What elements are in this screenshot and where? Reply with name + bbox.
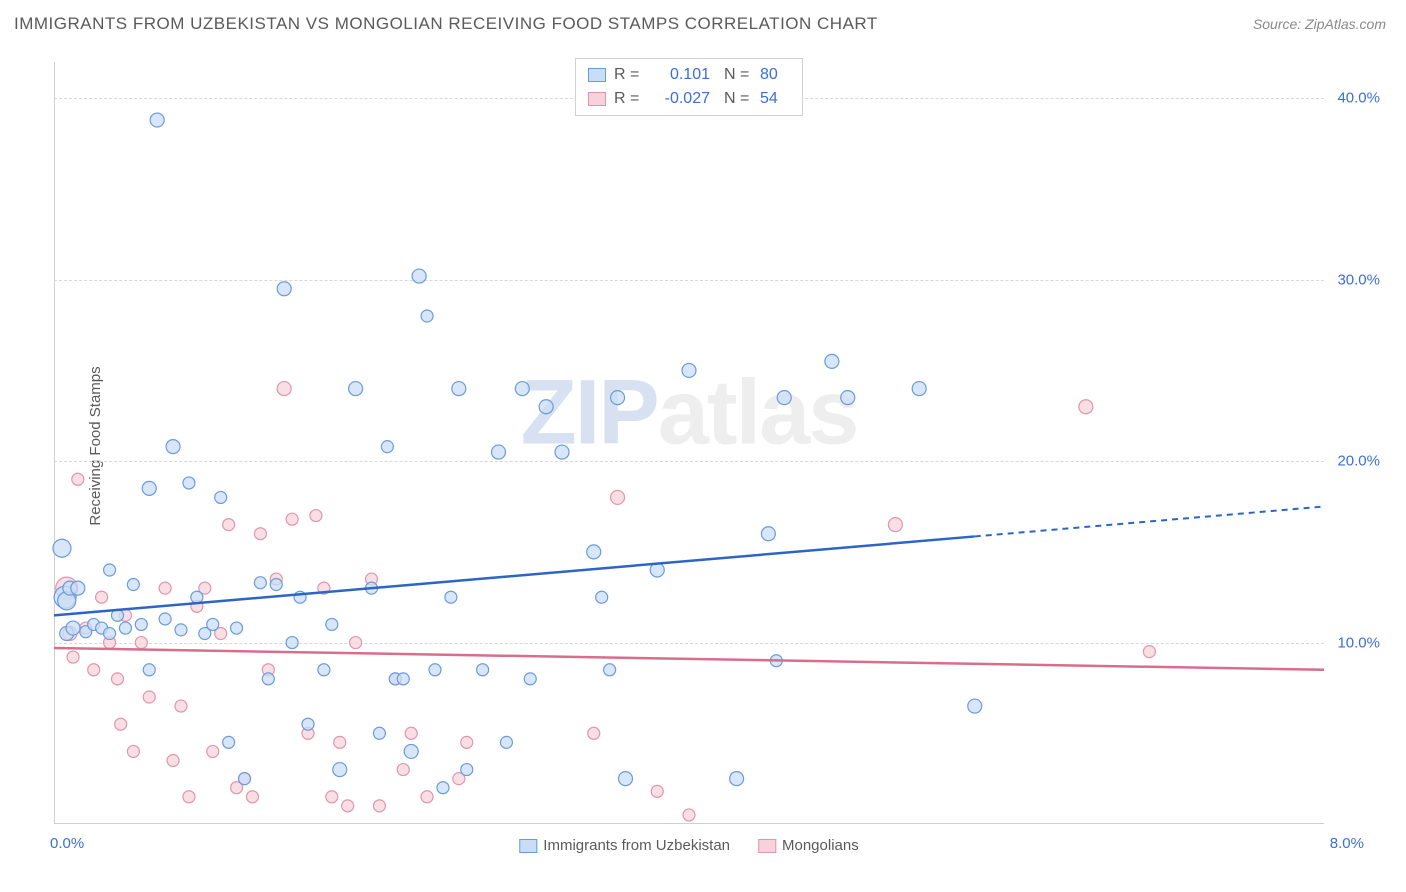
stats-legend-box: R = 0.101 N = 80 R = -0.027 N = 54 — [575, 58, 803, 116]
r-value: -0.027 — [650, 90, 710, 108]
legend-item: Mongolians — [758, 837, 859, 854]
chart-header: IMMIGRANTS FROM UZBEKISTAN VS MONGOLIAN … — [0, 0, 1406, 48]
series-swatch-icon — [758, 839, 776, 853]
y-tick-label: 10.0% — [1337, 634, 1380, 651]
stats-row: R = 0.101 N = 80 — [588, 63, 790, 87]
n-value: 54 — [760, 90, 790, 108]
y-tick-label: 40.0% — [1337, 90, 1380, 107]
series-swatch-icon — [588, 92, 606, 106]
y-tick-label: 20.0% — [1337, 453, 1380, 470]
n-value: 80 — [760, 66, 790, 84]
legend-item: Immigrants from Uzbekistan — [519, 837, 730, 854]
x-tick-label: 8.0% — [1330, 835, 1364, 852]
series-swatch-icon — [519, 839, 537, 853]
bottom-legend: Immigrants from Uzbekistan Mongolians — [519, 837, 858, 854]
r-value: 0.101 — [650, 66, 710, 84]
chart-title: IMMIGRANTS FROM UZBEKISTAN VS MONGOLIAN … — [14, 14, 878, 34]
x-tick-label: 0.0% — [50, 835, 84, 852]
scatter-svg — [54, 62, 1324, 824]
y-tick-label: 30.0% — [1337, 271, 1380, 288]
plot-area: 10.0% 20.0% 30.0% 40.0% ZIPatlas R = 0.1… — [54, 62, 1324, 824]
chart-source: Source: ZipAtlas.com — [1253, 16, 1386, 32]
series-swatch-icon — [588, 68, 606, 82]
stats-row: R = -0.027 N = 54 — [588, 87, 790, 111]
